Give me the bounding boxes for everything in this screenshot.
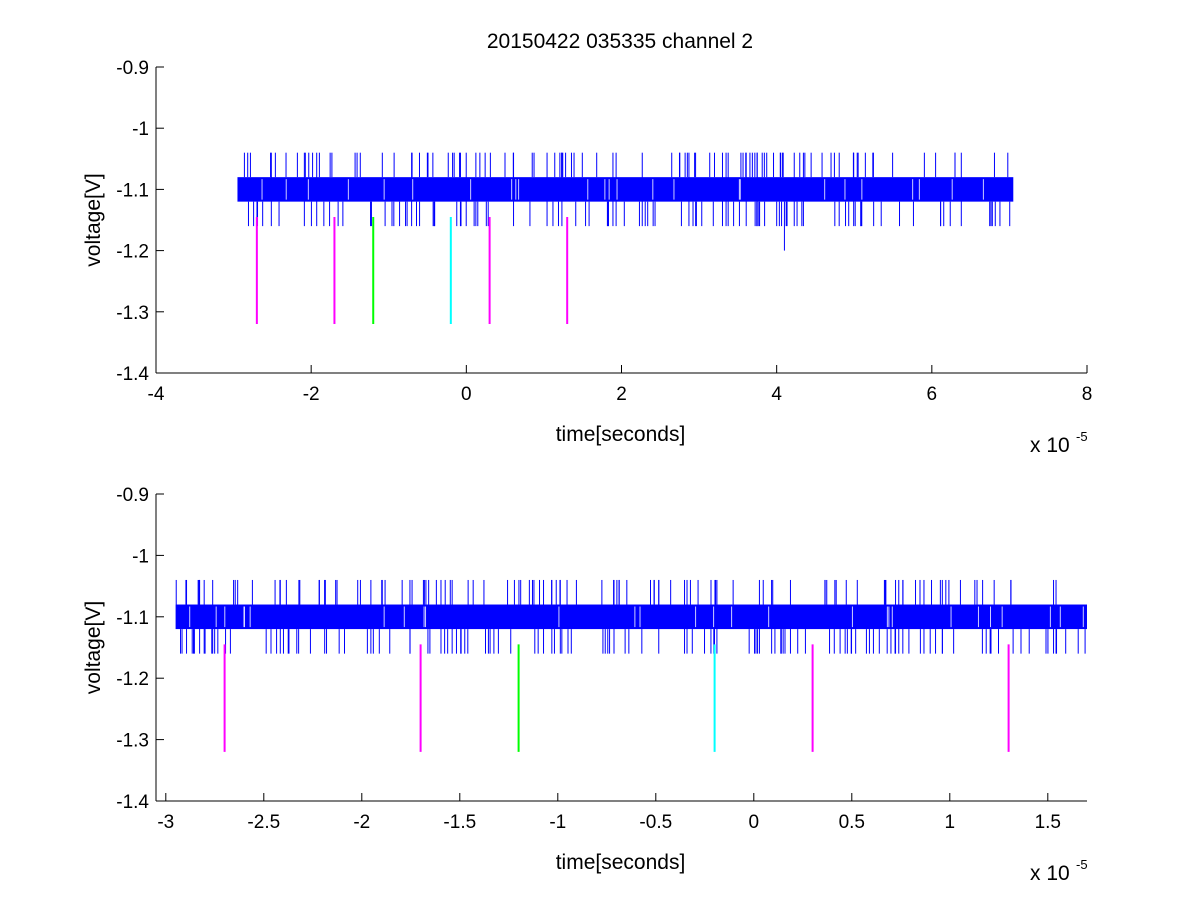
signal-band xyxy=(175,604,1088,630)
y-tick-label: -1.1 xyxy=(116,608,149,629)
x-tick-label: -1.5 xyxy=(443,812,476,833)
top-subplot: -4 -2 0 2 4 6 8 -0.9 -1 -1.1 -1.2 -1.3 -1.4 time[seco… xyxy=(82,58,1092,457)
y-tick-label: -1 xyxy=(132,546,149,567)
x-multiplier-exponent: -5 xyxy=(1076,429,1088,444)
x-tick-label: -3 xyxy=(157,812,174,833)
x-tick-label: 0.5 xyxy=(839,812,865,833)
y-tick-label: -1.2 xyxy=(116,669,149,690)
x-tick-label: -2 xyxy=(353,812,370,833)
y-tick-label: -1.1 xyxy=(116,180,149,201)
x-tick-label: 1 xyxy=(945,812,956,833)
y-axis-label: voltage[V] xyxy=(82,601,105,694)
x-tick-label: 8 xyxy=(1082,384,1093,405)
x-axis-label: time[seconds] xyxy=(556,851,686,874)
y-tick-label: -1.4 xyxy=(116,364,149,385)
x-tick-label: -2 xyxy=(303,384,320,405)
x-tick-label: -4 xyxy=(148,384,165,405)
signal-trace xyxy=(175,579,1088,654)
x-tick-label: 2 xyxy=(616,384,627,405)
signal-trace xyxy=(237,152,1014,251)
x-tick-label: -1 xyxy=(549,812,566,833)
x-axis-label: time[seconds] xyxy=(556,423,686,446)
y-tick-label: -1.3 xyxy=(116,303,149,324)
x-tick-label: 1.5 xyxy=(1035,812,1061,833)
x-tick-label: -2.5 xyxy=(247,812,280,833)
x-multiplier-exponent: -5 xyxy=(1076,857,1088,872)
y-axis-label: voltage[V] xyxy=(82,173,105,266)
x-multiplier-label: x 10 xyxy=(1030,434,1070,457)
x-tick-label: 0 xyxy=(749,812,760,833)
bottom-subplot: -3 -2.5 -2 -1.5 -1 -0.5 0 0.5 1 1.5 -0.9 -1 -1.1 -1.2… xyxy=(82,485,1088,885)
x-tick-label: 0 xyxy=(461,384,472,405)
y-tick-label: -0.9 xyxy=(116,485,149,506)
x-multiplier-label: x 10 xyxy=(1030,862,1070,885)
y-tick-label: -1.2 xyxy=(116,242,149,263)
y-tick-label: -0.9 xyxy=(116,58,149,79)
x-tick-label: 4 xyxy=(771,384,782,405)
y-tick-label: -1.4 xyxy=(116,792,149,813)
y-tick-label: -1.3 xyxy=(116,731,149,752)
signal-band xyxy=(237,177,1014,202)
y-tick-label: -1 xyxy=(132,119,149,140)
x-tick-label: -0.5 xyxy=(639,812,672,833)
figure-title: 20150422 035335 channel 2 xyxy=(487,30,753,53)
x-tick-label: 6 xyxy=(927,384,938,405)
